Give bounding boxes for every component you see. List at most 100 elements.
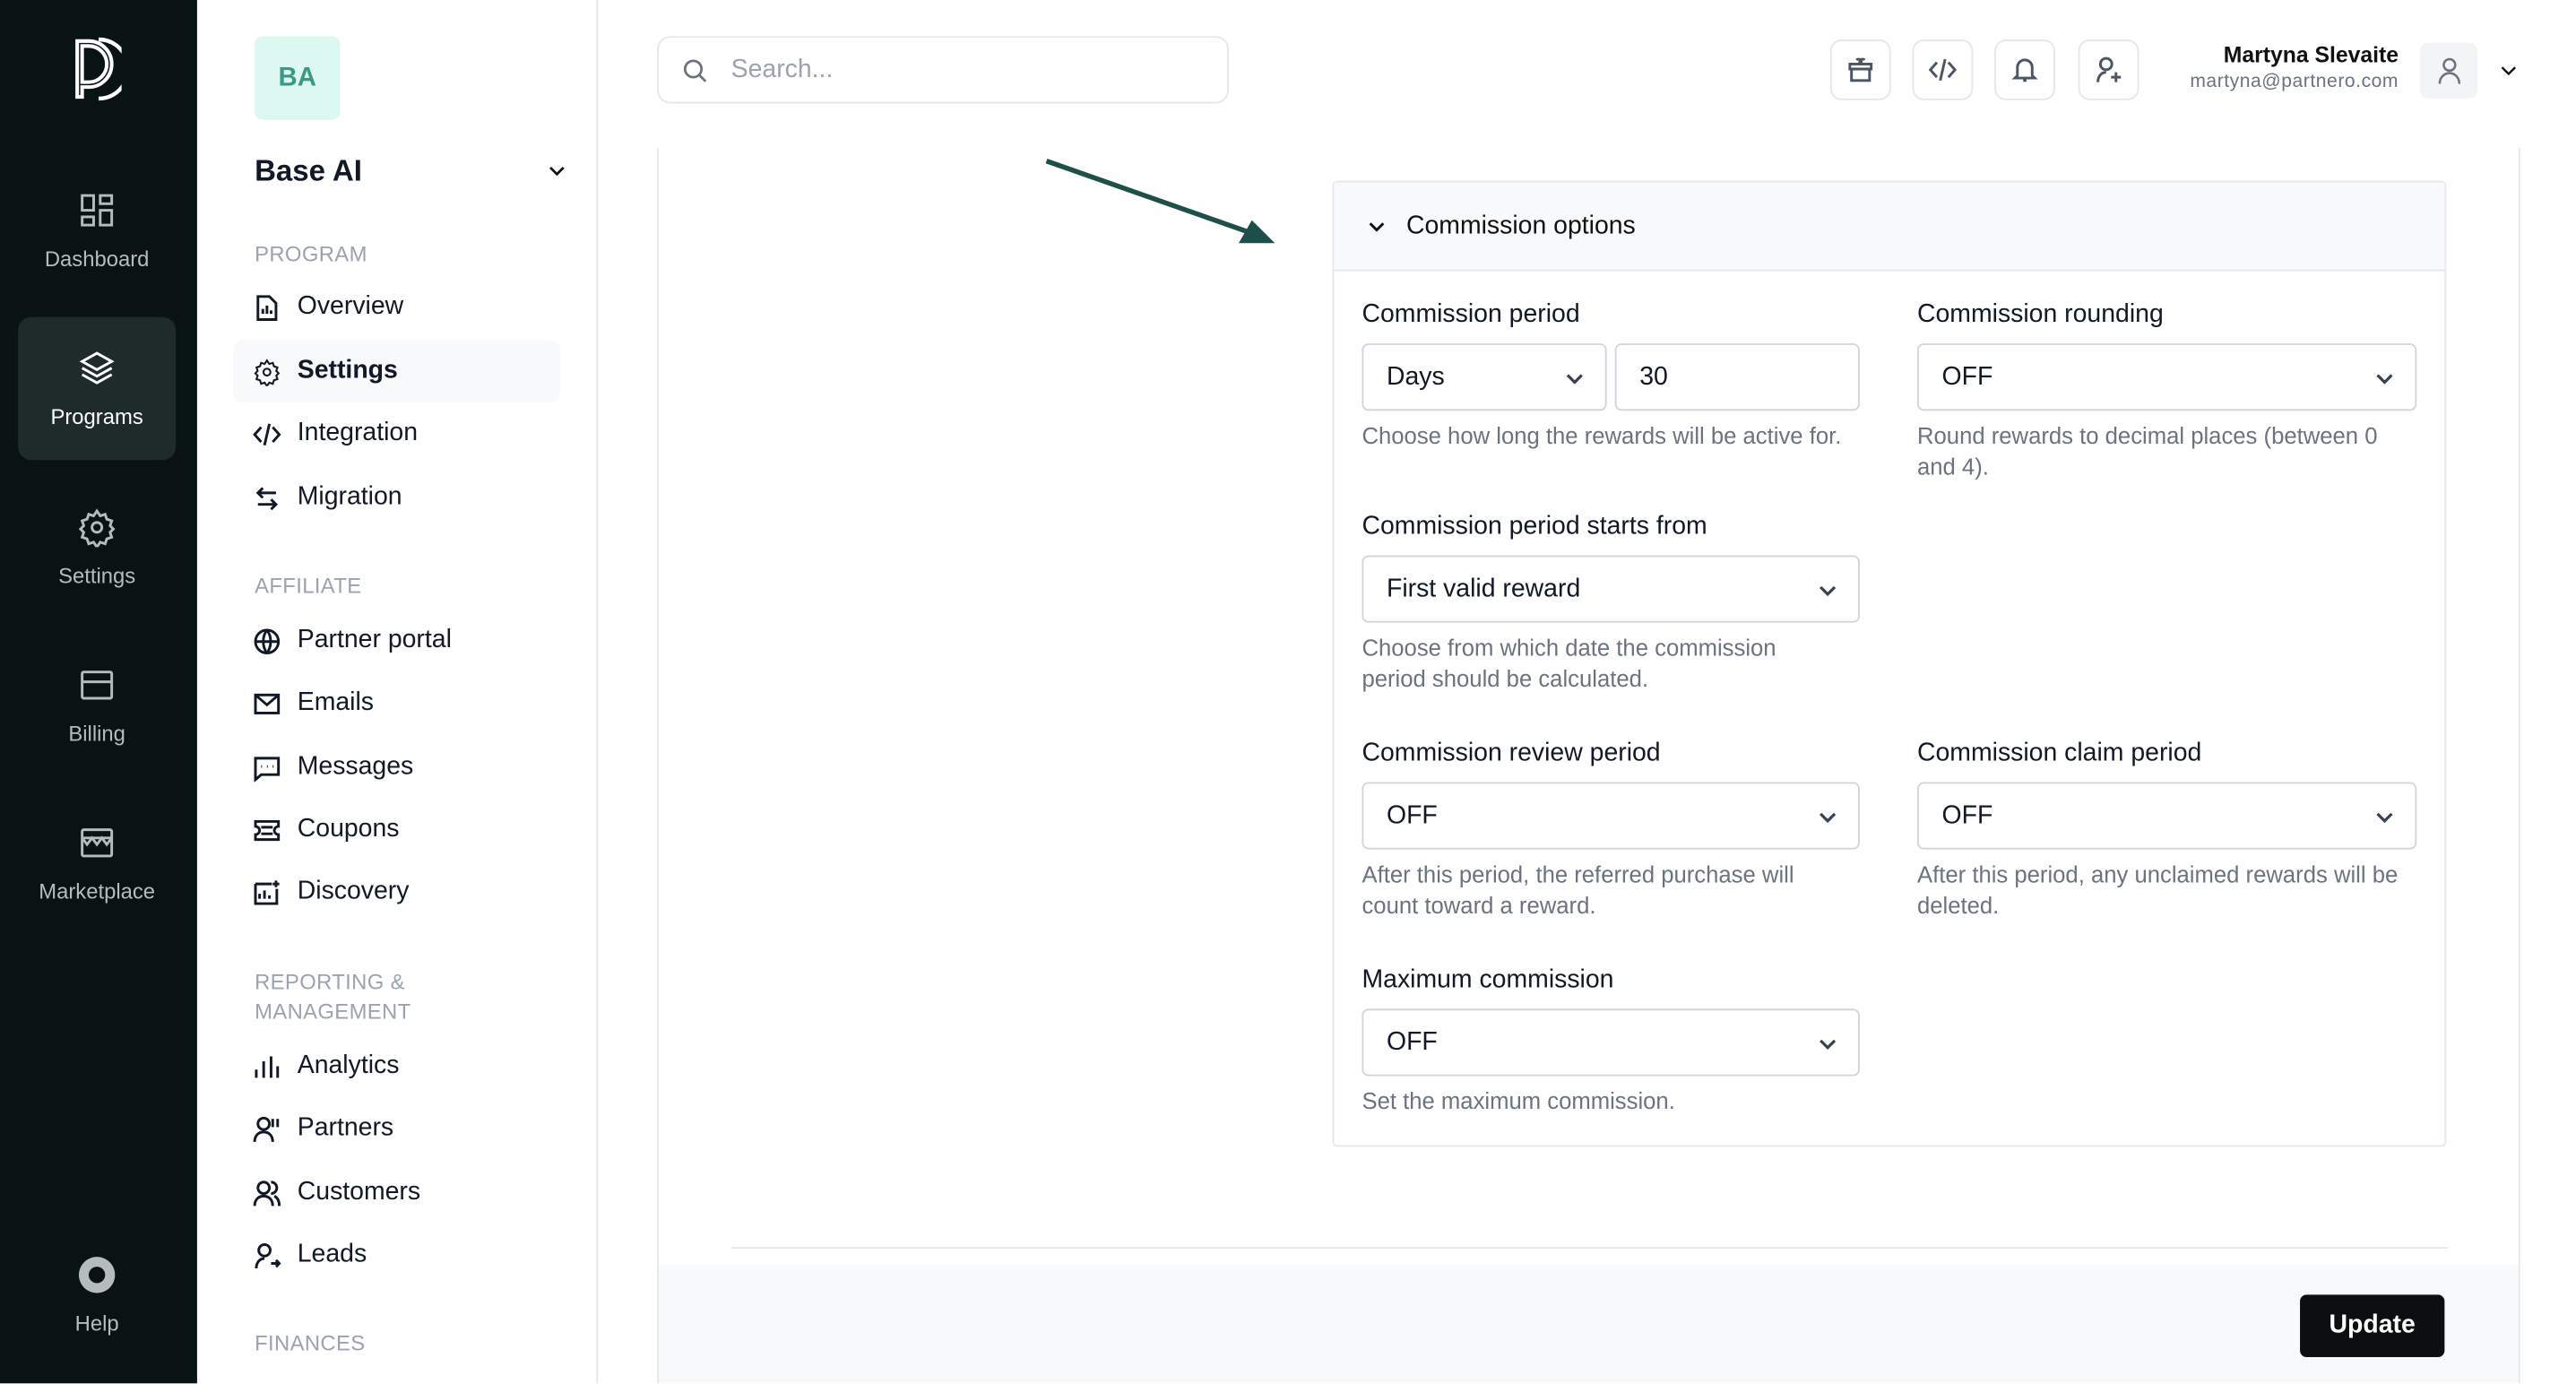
nav-label: Settings xyxy=(297,356,398,385)
chevron-down-icon xyxy=(1369,221,1385,231)
panel-title: Commission options xyxy=(1405,211,1636,239)
sidebar-item-leads[interactable]: Leads xyxy=(233,1224,560,1287)
content-card xyxy=(657,147,2520,1384)
nav-label: Discovery xyxy=(297,877,410,905)
rail-label: Programs xyxy=(50,403,143,429)
commission-period-unit-select[interactable]: Days xyxy=(1361,343,1607,411)
sidebar-item-overview[interactable]: Overview xyxy=(233,276,560,339)
nav-label: Migration xyxy=(297,482,402,512)
commission-period-help: Choose how long the rewards will be acti… xyxy=(1361,422,1842,449)
gear-icon xyxy=(78,508,116,548)
report-icon xyxy=(256,294,278,321)
divider xyxy=(730,1247,2449,1250)
chevron-down-icon xyxy=(1566,374,1583,385)
sidebar-item-coupons[interactable]: Coupons xyxy=(233,799,560,861)
commission-starts-label: Commission period starts from xyxy=(1361,512,1707,541)
select-value: Days xyxy=(1386,362,1445,391)
select-value: OFF xyxy=(1941,800,1993,829)
commission-review-select[interactable]: OFF xyxy=(1361,782,1860,850)
program-avatar: BA xyxy=(255,36,341,120)
sidebar-item-integration[interactable]: Integration xyxy=(233,402,560,465)
commission-starts-help: Choose from which date the commission pe… xyxy=(1361,634,1776,692)
sidebar-item-partner-portal[interactable]: Partner portal xyxy=(233,610,560,672)
chevron-down-icon xyxy=(1820,812,1837,824)
commission-period-value-input[interactable]: 30 xyxy=(1614,343,1860,411)
rail-label: Dashboard xyxy=(44,246,150,272)
nav-label: Overview xyxy=(297,292,404,321)
bell-icon xyxy=(2011,58,2038,82)
select-value: OFF xyxy=(1941,362,1993,391)
nav-label: Customers xyxy=(297,1178,421,1207)
dashboard-icon xyxy=(81,194,114,227)
commission-review-label: Commission review period xyxy=(1361,739,1661,767)
search-icon xyxy=(683,58,707,82)
search-placeholder: Search... xyxy=(730,55,834,83)
commission-starts-select[interactable]: First valid reward xyxy=(1361,555,1860,623)
mail-icon xyxy=(254,692,281,714)
chevron-down-icon xyxy=(549,166,565,177)
search-input[interactable]: Search... xyxy=(657,36,1230,104)
sidebar-item-emails[interactable]: Emails xyxy=(233,672,560,735)
select-value: OFF xyxy=(1386,1027,1438,1056)
user-email: martyna@partnero.com xyxy=(2190,72,2399,92)
user-arrow-icon xyxy=(255,1242,281,1268)
invite-user-button[interactable] xyxy=(2078,39,2139,100)
chevron-down-icon xyxy=(1820,585,1837,597)
avatar[interactable] xyxy=(2419,42,2478,99)
rail-item-settings[interactable]: Settings xyxy=(18,477,176,619)
user-menu-chevron-icon[interactable] xyxy=(2499,61,2519,81)
section-heading: PROGRAM xyxy=(255,241,367,266)
main-nav-rail: Dashboard Programs Settings Billing Mark… xyxy=(0,0,197,1384)
commission-rounding-label: Commission rounding xyxy=(1916,300,2164,329)
user-plus-icon xyxy=(2096,56,2122,82)
partnero-logo[interactable] xyxy=(73,36,122,101)
chevron-down-icon xyxy=(2376,812,2393,824)
sidebar-item-partners[interactable]: Partners xyxy=(233,1097,560,1160)
nav-label: Emails xyxy=(297,688,375,717)
code-button[interactable] xyxy=(1912,39,1974,100)
panel-header[interactable]: Commission options xyxy=(1334,182,2445,272)
section-heading: AFFILIATE xyxy=(255,573,362,599)
store-icon xyxy=(81,828,114,858)
bar-chart-icon xyxy=(255,1055,280,1077)
commission-rounding-help: Round rewards to decimal places (between… xyxy=(1916,422,2378,480)
rail-item-dashboard[interactable]: Dashboard xyxy=(18,160,176,302)
maximum-commission-select[interactable]: OFF xyxy=(1361,1008,1860,1077)
billing-icon xyxy=(81,670,114,700)
commission-rounding-select[interactable]: OFF xyxy=(1916,343,2417,411)
commission-claim-help: After this period, any unclaimed rewards… xyxy=(1916,861,2399,919)
sidebar-item-messages[interactable]: Messages xyxy=(233,736,560,799)
rail-item-help[interactable]: Help xyxy=(18,1224,176,1367)
sidebar-item-customers[interactable]: Customers xyxy=(233,1162,560,1224)
input-value: 30 xyxy=(1639,362,1668,391)
select-value: First valid reward xyxy=(1386,574,1581,602)
commission-period-label: Commission period xyxy=(1361,300,1580,329)
program-switcher[interactable]: Base AI xyxy=(255,151,566,191)
nav-label: Partner portal xyxy=(297,626,452,654)
nav-label: Analytics xyxy=(297,1051,400,1080)
rail-item-marketplace[interactable]: Marketplace xyxy=(18,791,176,934)
gift-button[interactable] xyxy=(1829,39,1891,100)
layers-icon xyxy=(79,351,115,385)
sidebar-item-analytics[interactable]: Analytics xyxy=(233,1035,560,1098)
user-name: Martyna Slevaite xyxy=(2223,42,2399,68)
sidebar-item-discovery[interactable]: Discovery xyxy=(233,861,560,923)
maximum-commission-help: Set the maximum commission. xyxy=(1361,1087,1675,1114)
section-heading: REPORTING & xyxy=(255,969,405,994)
gear-icon xyxy=(254,358,281,385)
sidebar-item-settings[interactable]: Settings xyxy=(233,340,561,403)
rail-item-programs[interactable]: Programs xyxy=(18,316,177,461)
notifications-button[interactable] xyxy=(1994,39,2055,100)
rail-label: Marketplace xyxy=(39,878,156,904)
user-info[interactable]: Martyna Slevaite martyna@partnero.com xyxy=(2190,43,2399,92)
rail-item-billing[interactable]: Billing xyxy=(18,634,176,776)
nav-label: Partners xyxy=(297,1113,394,1142)
nav-label: Leads xyxy=(297,1240,367,1268)
update-button[interactable]: Update xyxy=(2300,1294,2445,1357)
form-footer xyxy=(658,1265,2519,1384)
partners-icon xyxy=(253,1115,280,1142)
sidebar-item-migration[interactable]: Migration xyxy=(233,467,560,530)
discovery-icon xyxy=(254,879,280,904)
commission-claim-select[interactable]: OFF xyxy=(1916,782,2417,850)
program-name: Base AI xyxy=(255,153,362,187)
